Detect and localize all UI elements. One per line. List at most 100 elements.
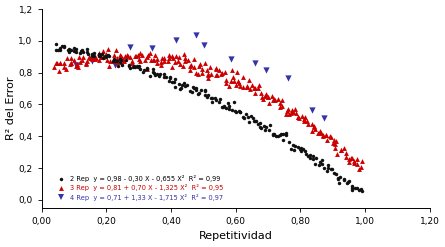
Point: [53, 62, 60, 65]
Point: [88, 54, 95, 58]
Point: [212, 66, 219, 70]
Point: [201, 88, 208, 92]
Point: [357, 165, 364, 168]
Point: [85, 52, 92, 56]
Point: [278, 104, 285, 108]
Point: [283, 109, 291, 113]
Point: [142, 58, 149, 62]
Point: [309, 154, 316, 158]
Point: [271, 98, 279, 102]
Point: [126, 45, 133, 49]
Point: [299, 114, 306, 118]
Point: [52, 42, 59, 46]
Point: [204, 72, 211, 76]
Point: [287, 111, 295, 115]
Point: [225, 101, 232, 105]
Point: [226, 107, 233, 111]
Point: [99, 49, 106, 53]
Point: [71, 49, 78, 53]
Point: [288, 108, 295, 112]
Point: [319, 162, 326, 166]
Point: [57, 61, 64, 65]
Point: [219, 105, 226, 109]
Point: [356, 188, 363, 192]
Point: [156, 74, 163, 78]
Point: [180, 82, 187, 85]
Point: [234, 70, 241, 74]
Point: [266, 124, 273, 127]
Point: [341, 177, 348, 181]
Point: [228, 57, 235, 61]
Point: [112, 48, 119, 52]
Point: [152, 73, 159, 77]
Point: [269, 132, 276, 136]
Point: [249, 83, 256, 87]
Point: [311, 127, 318, 131]
Point: [337, 148, 344, 152]
Point: [157, 60, 164, 64]
Point: [283, 112, 290, 116]
Point: [66, 62, 73, 66]
Point: [251, 86, 258, 90]
Point: [317, 131, 324, 135]
Point: [335, 181, 342, 185]
Point: [119, 63, 126, 67]
Point: [251, 91, 258, 95]
Point: [68, 61, 75, 65]
Point: [297, 146, 304, 150]
Point: [99, 52, 106, 56]
Point: [269, 94, 276, 98]
Point: [111, 63, 118, 67]
Point: [328, 135, 335, 139]
Point: [265, 95, 272, 99]
Point: [276, 105, 283, 109]
Point: [148, 46, 155, 50]
Point: [235, 79, 242, 83]
Point: [53, 48, 60, 52]
Point: [354, 186, 361, 190]
Point: [151, 58, 158, 62]
Point: [316, 160, 324, 164]
Point: [311, 125, 318, 129]
Point: [82, 62, 89, 66]
Point: [316, 129, 324, 133]
Point: [182, 84, 189, 88]
Point: [143, 66, 150, 70]
Point: [229, 75, 236, 79]
Point: [352, 186, 359, 190]
Point: [235, 81, 242, 84]
Point: [301, 115, 308, 119]
Point: [304, 154, 311, 158]
Point: [133, 64, 140, 68]
Point: [187, 64, 194, 68]
Point: [104, 53, 111, 57]
Point: [192, 88, 199, 92]
Point: [202, 93, 209, 97]
Point: [250, 86, 257, 90]
Point: [103, 58, 110, 62]
Point: [79, 55, 86, 59]
Point: [262, 125, 269, 129]
Point: [325, 164, 332, 167]
Point: [205, 76, 212, 80]
Point: [88, 52, 95, 56]
Point: [109, 59, 116, 63]
Point: [335, 177, 342, 181]
Point: [274, 134, 281, 138]
Point: [89, 53, 96, 57]
Point: [181, 56, 188, 60]
Point: [117, 61, 124, 64]
Point: [186, 89, 194, 93]
Point: [146, 74, 154, 78]
Point: [321, 166, 328, 170]
Point: [73, 64, 80, 68]
Point: [209, 96, 216, 100]
Point: [154, 57, 161, 61]
Point: [111, 60, 118, 63]
Point: [207, 96, 214, 100]
Point: [176, 55, 183, 59]
Point: [91, 51, 98, 55]
Point: [57, 61, 64, 65]
Point: [173, 54, 180, 58]
Point: [51, 65, 58, 69]
